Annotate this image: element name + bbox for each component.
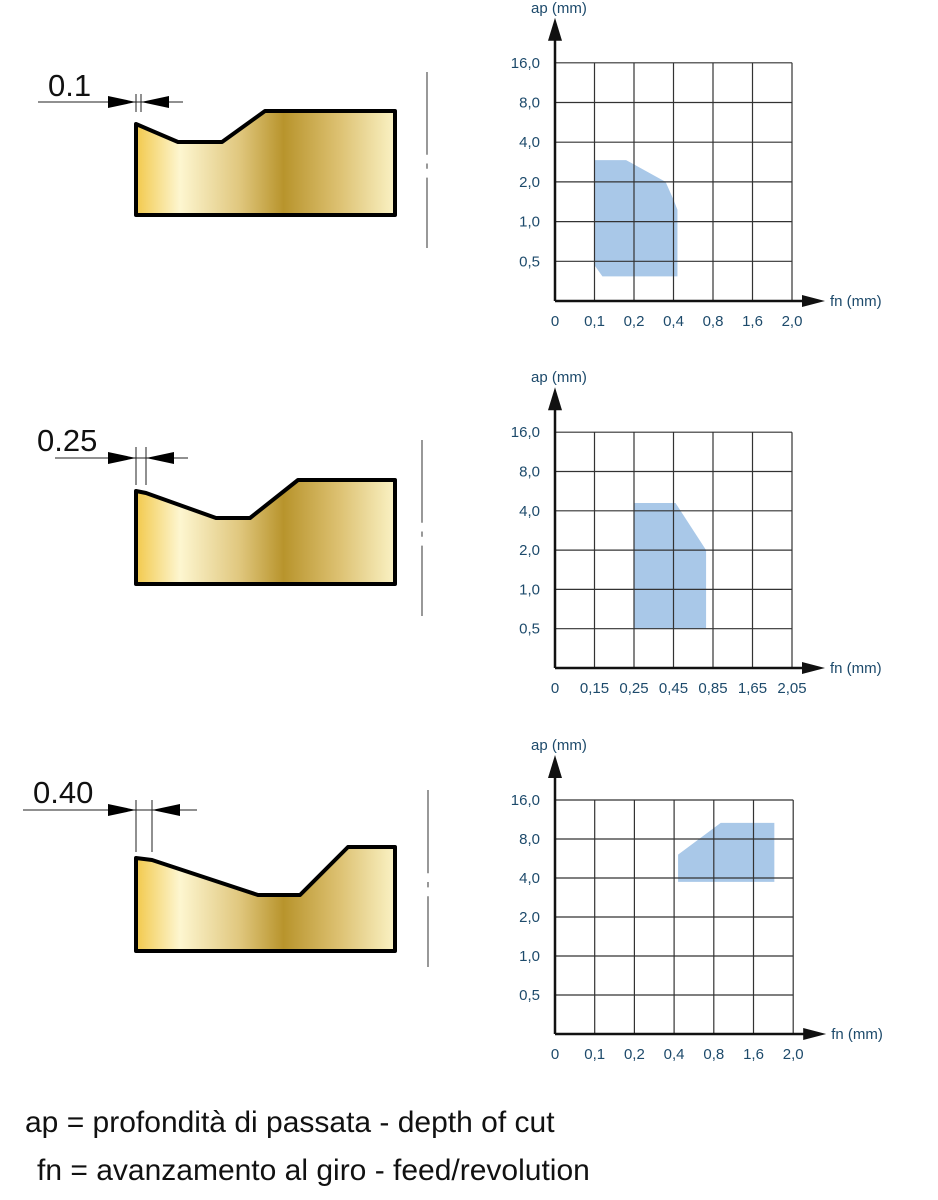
y-tick-label: 2,0 (519, 174, 540, 191)
y-axis-label: ap (mm) (531, 0, 587, 17)
y-tick-label: 2,0 (519, 542, 540, 559)
y-tick-label: 1,0 (519, 214, 540, 231)
insert-body (134, 478, 397, 586)
dimension-arrow-left-icon (146, 452, 174, 464)
x-tick-label: 2,0 (783, 1046, 804, 1063)
y-tick-label: 4,0 (519, 870, 540, 887)
insert-profile-2: 0.25 (37, 423, 423, 616)
chart-3: ap (mm) fn (mm) 0 0,1 0,2 0,4 0,8 1,6 2,0 0,5 1,0 2… (511, 737, 883, 1063)
y-axis-arrow-icon (548, 387, 562, 411)
x-tick-label: 0,45 (659, 680, 688, 697)
x-tick-label: 0 (551, 680, 559, 697)
x-axis-arrow-icon (802, 295, 825, 307)
x-tick-label: 0,8 (703, 313, 724, 330)
x-tick-label: 0,2 (624, 313, 645, 330)
x-axis-label: fn (mm) (830, 293, 882, 310)
y-axis-arrow-icon (548, 755, 562, 778)
x-tick-label: 2,0 (782, 313, 803, 330)
x-tick-label: 0,8 (703, 1046, 724, 1063)
dimension-label: 0.25 (37, 423, 97, 458)
insert-profile-1: 0.1 (38, 68, 428, 248)
legend-ap: ap = profondità di passata - depth of cu… (25, 1106, 555, 1139)
dimension-arrow-left-icon (141, 96, 169, 108)
dimension-label: 0.40 (33, 775, 93, 810)
x-axis-label: fn (mm) (830, 660, 882, 677)
dimension-arrow-right-icon (108, 452, 136, 464)
y-tick-label: 8,0 (519, 464, 540, 481)
x-tick-label: 0,1 (584, 1046, 605, 1063)
y-tick-label: 16,0 (511, 424, 540, 441)
x-tick-label: 0,2 (624, 1046, 645, 1063)
insert-body (134, 845, 397, 953)
y-tick-label: 16,0 (511, 792, 540, 809)
application-range-area (594, 160, 678, 277)
y-tick-label: 8,0 (519, 831, 540, 848)
x-tick-label: 1,65 (738, 680, 767, 697)
x-tick-label: 0,85 (698, 680, 727, 697)
y-tick-label: 0,5 (519, 987, 540, 1004)
y-tick-label: 0,5 (519, 253, 540, 270)
y-tick-label: 8,0 (519, 95, 540, 112)
y-tick-label: 2,0 (519, 909, 540, 926)
application-range-area (678, 822, 775, 882)
insert-body (134, 109, 397, 217)
x-tick-label: 1,6 (743, 1046, 764, 1063)
dimension-arrow-left-icon (152, 804, 180, 816)
y-tick-label: 1,0 (519, 948, 540, 965)
y-tick-label: 4,0 (519, 503, 540, 520)
x-tick-label: 0,15 (580, 680, 609, 697)
y-tick-label: 16,0 (511, 55, 540, 72)
dimension-arrow-right-icon (108, 804, 136, 816)
dimension-arrow-right-icon (108, 96, 136, 108)
x-axis-arrow-icon (802, 662, 825, 674)
dimension-label: 0.1 (48, 68, 91, 103)
y-axis-label: ap (mm) (531, 369, 587, 386)
application-range-area (634, 502, 707, 629)
y-tick-label: 0,5 (519, 621, 540, 638)
chart-2: ap (mm) fn (mm) 0 0,15 0,25 0,45 0,85 1,65 2,05 0… (511, 369, 882, 697)
insert-profile-3: 0.40 (23, 775, 429, 967)
y-axis-label: ap (mm) (531, 737, 587, 754)
x-tick-label: 0 (551, 1046, 559, 1063)
x-tick-label: 1,6 (742, 313, 763, 330)
x-tick-label: 0,25 (619, 680, 648, 697)
chart-1: ap (mm) fn (mm) 0 0,1 0,2 0,4 0,8 1,6 2,0 0,5 1,0 2… (511, 0, 882, 330)
x-axis-arrow-icon (803, 1028, 827, 1040)
x-tick-label: 0 (551, 313, 559, 330)
y-axis-arrow-icon (548, 17, 562, 41)
x-tick-label: 2,05 (777, 680, 806, 697)
x-tick-label: 0,4 (664, 1046, 685, 1063)
y-tick-label: 4,0 (519, 134, 540, 151)
y-tick-label: 1,0 (519, 581, 540, 598)
x-axis-label: fn (mm) (831, 1026, 883, 1043)
legend-fn: fn = avanzamento al giro - feed/revoluti… (37, 1154, 590, 1187)
x-tick-label: 0,1 (584, 313, 605, 330)
x-tick-label: 0,4 (663, 313, 684, 330)
